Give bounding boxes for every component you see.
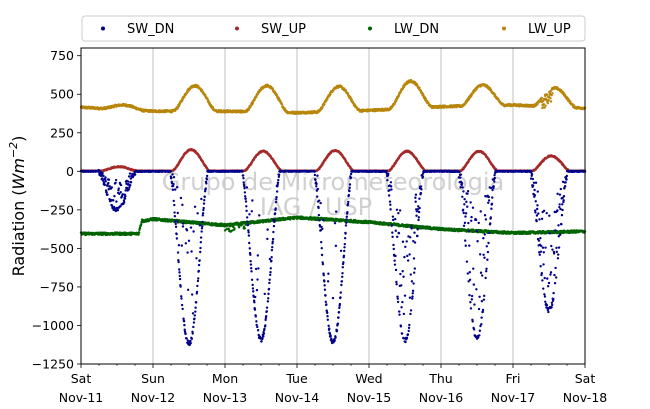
point-LW_UP — [544, 104, 547, 107]
x-gridlines — [152, 48, 514, 364]
point-LW_UP — [547, 99, 550, 102]
point-LW_UP — [549, 100, 553, 103]
watermark-line-2: IAG / USP — [260, 193, 372, 221]
point-LW_UP — [418, 86, 421, 90]
series-layer — [79, 78, 587, 347]
point-LW_UP — [321, 105, 324, 108]
point-LW_UP — [181, 99, 184, 102]
point-LW_DN — [243, 227, 247, 230]
point-LW_DN — [237, 226, 241, 229]
point-LW_UP — [323, 103, 326, 106]
point-LW_DN — [137, 233, 140, 236]
point-LW_DN — [139, 223, 143, 226]
point-LW_DN — [233, 227, 236, 230]
point-LW_UP — [206, 98, 209, 101]
point-LW_UP — [551, 92, 554, 95]
point-LW_DN — [137, 231, 141, 234]
series-LW_UP — [79, 78, 587, 115]
point-LW_UP — [280, 103, 284, 106]
point-LW_UP — [545, 93, 549, 97]
point-LW_UP — [540, 97, 543, 100]
point-LW_UP — [258, 91, 261, 94]
point-LW_DN — [138, 226, 142, 230]
point-LW_UP — [546, 102, 550, 105]
point-LW_UP — [329, 92, 332, 96]
point-LW_UP — [549, 97, 552, 100]
plot-area — [81, 48, 585, 364]
